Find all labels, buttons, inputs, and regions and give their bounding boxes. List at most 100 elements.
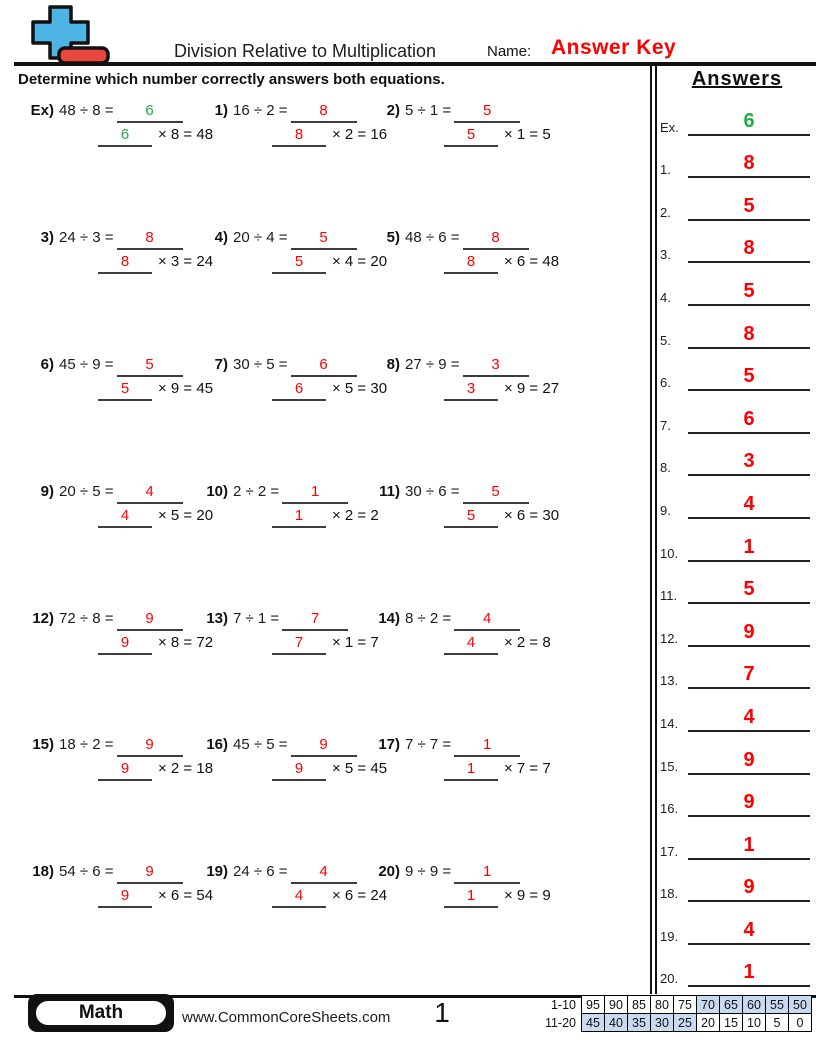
answer-row-12: 12. 9 <box>658 604 816 647</box>
answer-value-line: 9 <box>688 620 810 647</box>
answer-blank-top: 5 <box>290 227 357 250</box>
multiplication-row: 5 × 9 = 45 <box>98 378 213 401</box>
grade-row-label: 1-10 <box>550 997 576 1012</box>
problem-label: 14) <box>378 609 400 627</box>
division-row: 12) 72 ÷ 8 = 9 <box>22 608 196 631</box>
answer-value-line: 6 <box>688 407 810 434</box>
answer-blank-bottom: 9 <box>98 758 152 782</box>
grade-cell: 60 <box>742 995 766 1014</box>
problem-item-14: 14) 8 ÷ 2 = 4 4 × 2 = 8 <box>368 608 646 735</box>
answer-blank-top: 1 <box>454 861 521 885</box>
division-row: 8) 27 ÷ 9 = 3 <box>368 354 646 377</box>
multiplication-equation: × 8 = 48 <box>158 126 214 143</box>
division-equation: 72 ÷ 8 = <box>59 609 114 627</box>
problem-item-16: 16) 45 ÷ 5 = 9 9 × 5 = 45 <box>196 734 387 861</box>
multiplication-equation: × 6 = 54 <box>158 887 214 905</box>
problem-item-12: 12) 72 ÷ 8 = 9 9 × 8 = 72 <box>22 608 213 735</box>
grade-table-row-2: 11-20 45 40 35 30 25 20 15 10 5 0 <box>544 1013 812 1032</box>
grade-cell: 75 <box>673 995 697 1014</box>
problem-label: Ex) <box>30 102 54 119</box>
answer-blank-top: 7 <box>282 608 349 631</box>
grade-cell: 85 <box>627 995 651 1014</box>
multiplication-equation: × 5 = 45 <box>332 760 388 778</box>
division-equation: 24 ÷ 6 = <box>233 863 288 881</box>
answer-number-label: 5. <box>660 332 671 348</box>
grade-cell: 90 <box>604 995 628 1014</box>
answers-panel: Answers Ex. 6 1. 8 2. 5 3. 8 4. 5 5. 8 6. 5 7. 6… <box>658 68 816 988</box>
grade-cell: 30 <box>650 1013 674 1032</box>
multiplication-row: 4 × 6 = 24 <box>272 885 387 909</box>
grade-cell: 55 <box>765 995 789 1014</box>
answer-number-label: 8. <box>660 460 671 476</box>
answer-blank-top: 1 <box>282 481 349 504</box>
answer-blank-bottom: 9 <box>98 885 152 909</box>
division-row: 13) 7 ÷ 1 = 7 <box>196 608 368 631</box>
answer-row-19: 19. 4 <box>658 902 816 945</box>
division-row: 17) 7 ÷ 7 = 1 <box>368 734 646 758</box>
problem-item-6: 6) 45 ÷ 9 = 5 5 × 9 = 45 <box>22 354 213 481</box>
answer-number-label: 16. <box>660 801 679 817</box>
answer-row-10: 10. 1 <box>658 519 816 562</box>
answer-blank-bottom: 5 <box>444 124 498 147</box>
division-equation: 9 ÷ 9 = <box>405 863 452 881</box>
answer-value-line: 4 <box>688 705 810 732</box>
answer-blank-bottom: 4 <box>272 885 326 909</box>
answer-value-line: 3 <box>688 449 810 477</box>
answer-number-label: 10. <box>660 545 679 561</box>
answer-blank-top: 5 <box>462 481 529 504</box>
answers-divider-line <box>650 65 657 994</box>
answer-blank-top: 1 <box>454 734 521 758</box>
answer-blank-bottom: 1 <box>444 758 498 782</box>
answer-blank-top: 4 <box>116 481 183 504</box>
grade-cell: 25 <box>673 1013 697 1032</box>
problem-label: 20) <box>378 863 400 881</box>
answer-blank-bottom: 9 <box>272 758 326 782</box>
math-badge: Math <box>28 994 174 1032</box>
division-row: 14) 8 ÷ 2 = 4 <box>368 608 646 631</box>
answer-blank-bottom: 8 <box>98 251 152 274</box>
answer-row-6: 6. 5 <box>658 349 816 392</box>
answer-blank-top: 4 <box>290 861 357 885</box>
problem-item-10: 10) 2 ÷ 2 = 1 1 × 2 = 2 <box>196 481 379 608</box>
division-equation: 20 ÷ 5 = <box>59 482 114 500</box>
grade-cell: 65 <box>719 995 743 1014</box>
multiplication-row: 6 × 5 = 30 <box>272 378 387 401</box>
math-badge-label: Math <box>33 998 169 1028</box>
answer-value-line: 5 <box>688 577 810 605</box>
answer-key-label: Answer Key <box>551 36 677 59</box>
problem-item-11: 11) 30 ÷ 6 = 5 5 × 6 = 30 <box>368 481 646 608</box>
multiplication-equation: × 6 = 48 <box>504 252 560 270</box>
answer-row-15: 15. 9 <box>658 732 816 775</box>
multiplication-equation: × 5 = 30 <box>332 379 388 397</box>
division-equation: 8 ÷ 2 = <box>405 609 452 627</box>
answer-blank-bottom: 1 <box>272 505 326 528</box>
answer-number-label: 20. <box>660 971 679 987</box>
multiplication-row: 9 × 2 = 18 <box>98 758 213 782</box>
answer-value-line: 8 <box>688 322 810 349</box>
problem-item-5: 5) 48 ÷ 6 = 8 8 × 6 = 48 <box>368 227 646 354</box>
grade-cell: 95 <box>581 995 605 1014</box>
multiplication-equation: × 2 = 16 <box>332 126 388 143</box>
grade-row-label: 11-20 <box>544 1015 576 1030</box>
answer-blank-top: 9 <box>290 734 357 758</box>
problem-item-9: 9) 20 ÷ 5 = 4 4 × 5 = 20 <box>22 481 213 608</box>
grade-cell: 70 <box>696 995 720 1014</box>
answer-row-11: 11. 5 <box>658 562 816 605</box>
multiplication-equation: × 1 = 7 <box>332 633 379 651</box>
answer-value-line: 1 <box>688 833 810 860</box>
answer-number-label: 14. <box>660 715 679 731</box>
problem-item-20: 20) 9 ÷ 9 = 1 1 × 9 = 9 <box>368 861 646 988</box>
problem-label: 4) <box>214 228 228 246</box>
division-equation: 5 ÷ 1 = <box>405 102 452 119</box>
grade-cell: 50 <box>788 995 812 1014</box>
answer-row-18: 18. 9 <box>658 860 816 903</box>
multiplication-row: 3 × 9 = 27 <box>444 378 646 401</box>
division-equation: 7 ÷ 7 = <box>405 736 452 754</box>
footer-divider-line <box>14 995 816 998</box>
answer-row-14: 14. 4 <box>658 689 816 732</box>
answer-value-line: 5 <box>688 194 810 221</box>
answer-number-label: 7. <box>660 417 671 433</box>
multiplication-row: 4 × 2 = 8 <box>444 632 646 655</box>
answer-row-5: 5. 8 <box>658 306 816 349</box>
division-equation: 16 ÷ 2 = <box>233 102 288 119</box>
